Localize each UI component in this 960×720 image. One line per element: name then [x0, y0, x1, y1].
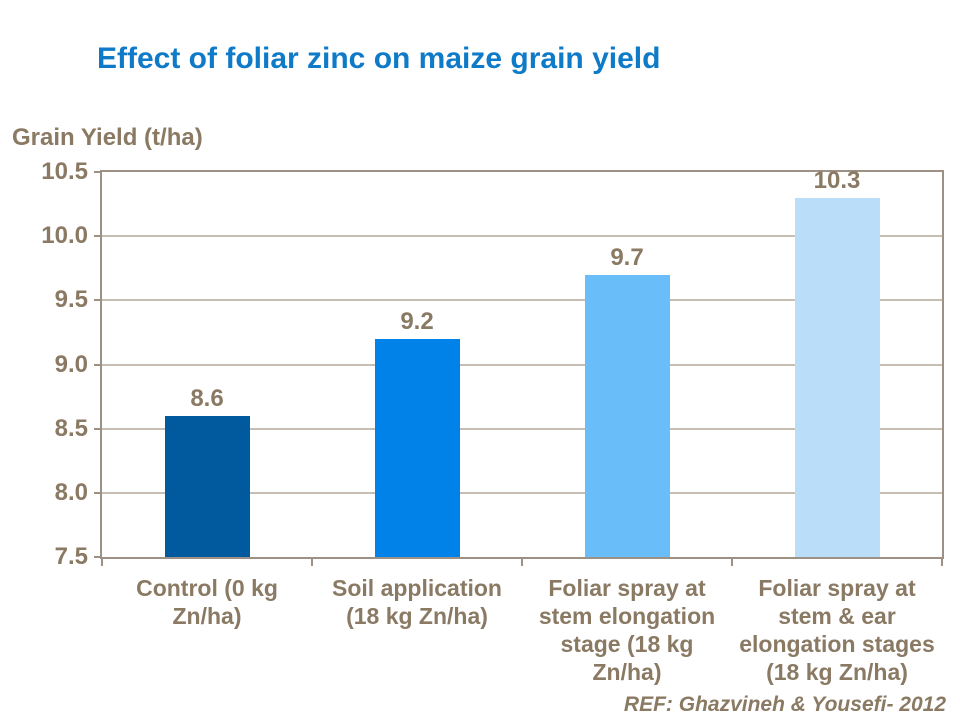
- x-axis-category-label: Foliar spray at stem & ear elongation st…: [739, 575, 935, 685]
- bar: [794, 198, 880, 557]
- y-axis-tick-label: 9.5: [54, 286, 88, 314]
- bar-value-label: 9.2: [400, 308, 434, 335]
- x-axis-tick: [311, 559, 313, 566]
- y-axis-tick-label: 10.5: [41, 158, 88, 185]
- y-axis-tick: [94, 363, 102, 366]
- gridline: [102, 235, 942, 238]
- bar: [374, 339, 460, 557]
- gridline: [102, 427, 942, 430]
- gridline: [102, 363, 942, 366]
- x-axis-category-label: Soil application (18 kg Zn/ha): [332, 575, 502, 629]
- y-axis-title: Grain Yield (t/ha): [12, 124, 203, 151]
- gridline: [102, 299, 942, 302]
- plot-area: [100, 170, 944, 559]
- y-axis-tick: [94, 556, 102, 558]
- bar-value-label: 9.7: [610, 244, 644, 271]
- y-axis-tick: [94, 427, 102, 430]
- x-axis-tick: [731, 559, 733, 566]
- y-axis-tick-label: 8.5: [54, 414, 88, 442]
- y-axis-tick-label: 7.5: [54, 543, 88, 570]
- x-axis-tick: [521, 559, 523, 566]
- x-axis-tick: [941, 559, 943, 566]
- reference-citation: REF: Ghazvineh & Yousefi- 2012: [623, 693, 946, 716]
- x-axis-category-label: Control (0 kg Zn/ha): [136, 575, 278, 629]
- x-axis-tick: [101, 559, 103, 566]
- y-axis-tick: [94, 491, 102, 494]
- y-axis-tick: [94, 299, 102, 302]
- bar-value-label: 10.3: [813, 167, 861, 194]
- y-axis-tick: [94, 235, 102, 238]
- bar: [164, 416, 250, 557]
- y-axis-tick: [94, 171, 102, 173]
- chart-title: Effect of foliar zinc on maize grain yie…: [97, 42, 661, 75]
- y-axis-tick-label: 9.0: [54, 350, 88, 378]
- x-axis-category-label: Foliar spray at stem elongation stage (1…: [538, 575, 716, 685]
- bar-value-label: 8.6: [190, 385, 224, 412]
- gridline: [102, 491, 942, 494]
- y-axis-tick-label: 10.0: [41, 222, 88, 250]
- y-axis-tick-label: 8.0: [54, 478, 88, 506]
- bar: [584, 275, 670, 557]
